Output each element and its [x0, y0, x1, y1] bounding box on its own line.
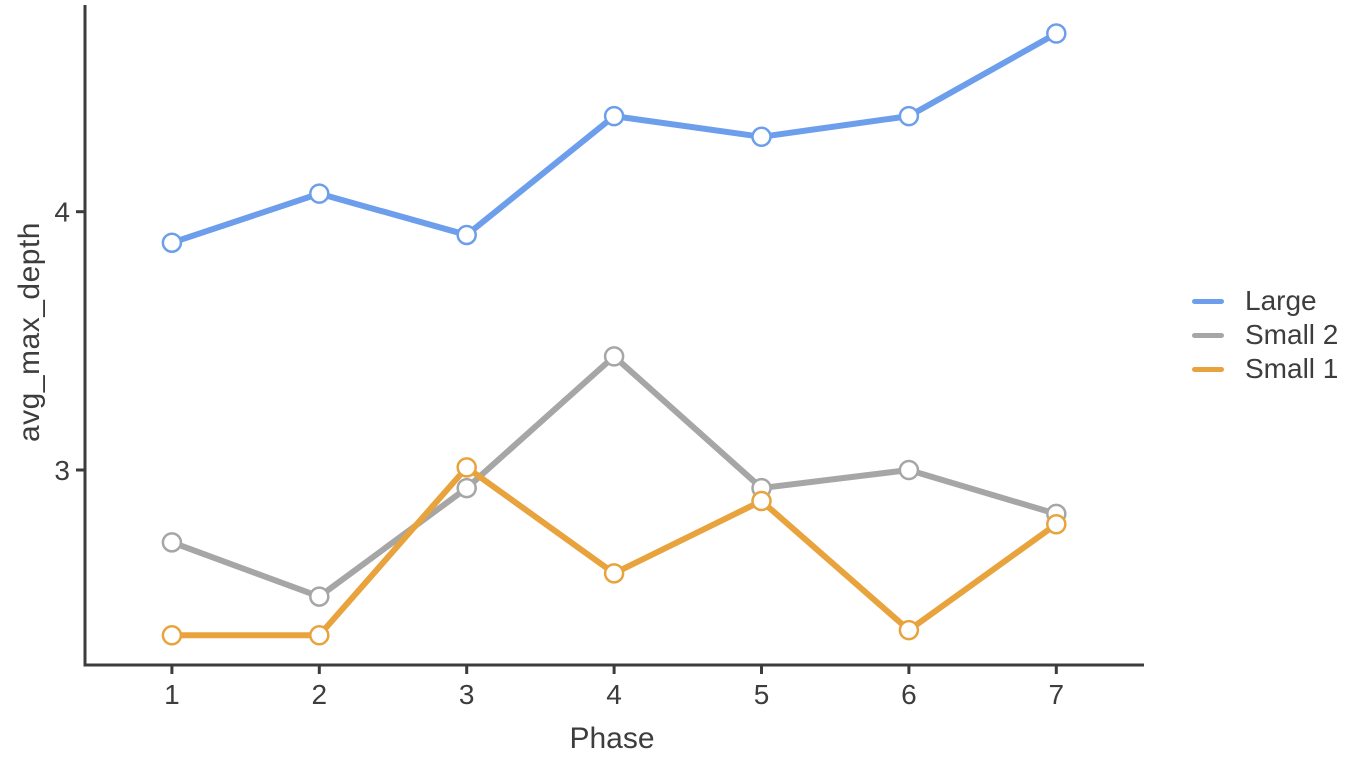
- x-tick-label: 4: [606, 679, 622, 710]
- x-tick-label: 3: [459, 679, 475, 710]
- legend-item-small-1: Small 1: [1192, 353, 1339, 384]
- series-line-large: [168, 30, 1060, 246]
- legend-label-small-1: Small 1: [1245, 353, 1339, 384]
- data-point-large-phase-4: [603, 105, 625, 127]
- legend-label-small-2: Small 2: [1245, 319, 1339, 350]
- x-axis-title: Phase: [569, 722, 655, 755]
- series-line-small-1: [168, 464, 1060, 639]
- data-point-small-2-phase-1: [161, 532, 183, 553]
- data-point-large-phase-5: [751, 126, 772, 148]
- legend-item-large: Large: [1192, 285, 1338, 316]
- data-point-large-phase-1: [161, 232, 183, 253]
- legend-swatch-large: [1192, 298, 1224, 304]
- legend-label-large: Large: [1245, 285, 1317, 316]
- data-point-large-phase-2: [309, 183, 330, 204]
- chart-legend: Large Small 2 Small 1: [1192, 285, 1339, 384]
- data-point-small-2-phase-4: [603, 346, 625, 367]
- x-tick-label: 5: [754, 679, 770, 710]
- y-tick-label: 4: [54, 197, 70, 228]
- data-point-large-phase-6: [898, 105, 920, 127]
- data-point-small-1-phase-3: [456, 457, 477, 478]
- x-tick-label: 1: [164, 679, 180, 710]
- data-point-small-1-phase-1: [161, 625, 183, 646]
- data-point-small-2-phase-3: [456, 477, 477, 499]
- data-point-small-1-phase-4: [603, 563, 625, 584]
- data-point-large-phase-7: [1046, 23, 1067, 44]
- legend-swatch-small-2: [1192, 332, 1224, 338]
- x-tick-label: 7: [1049, 679, 1065, 710]
- y-axis-title: avg_max_depth: [13, 222, 46, 442]
- series-line-small-2: [168, 353, 1060, 600]
- y-tick-label: 3: [54, 455, 70, 486]
- data-point-small-1-phase-6: [898, 619, 920, 641]
- x-tick-label: 6: [901, 679, 917, 710]
- data-point-small-1-phase-2: [309, 625, 330, 646]
- legend-item-small-2: Small 2: [1192, 319, 1339, 350]
- data-point-small-2-phase-2: [309, 586, 330, 607]
- data-point-small-1-phase-7: [1046, 513, 1067, 535]
- legend-swatch-small-1: [1192, 366, 1224, 372]
- data-point-small-2-phase-6: [898, 459, 920, 481]
- data-point-small-1-phase-5: [751, 490, 772, 512]
- data-point-large-phase-3: [456, 224, 477, 246]
- x-tick-label: 2: [312, 679, 328, 710]
